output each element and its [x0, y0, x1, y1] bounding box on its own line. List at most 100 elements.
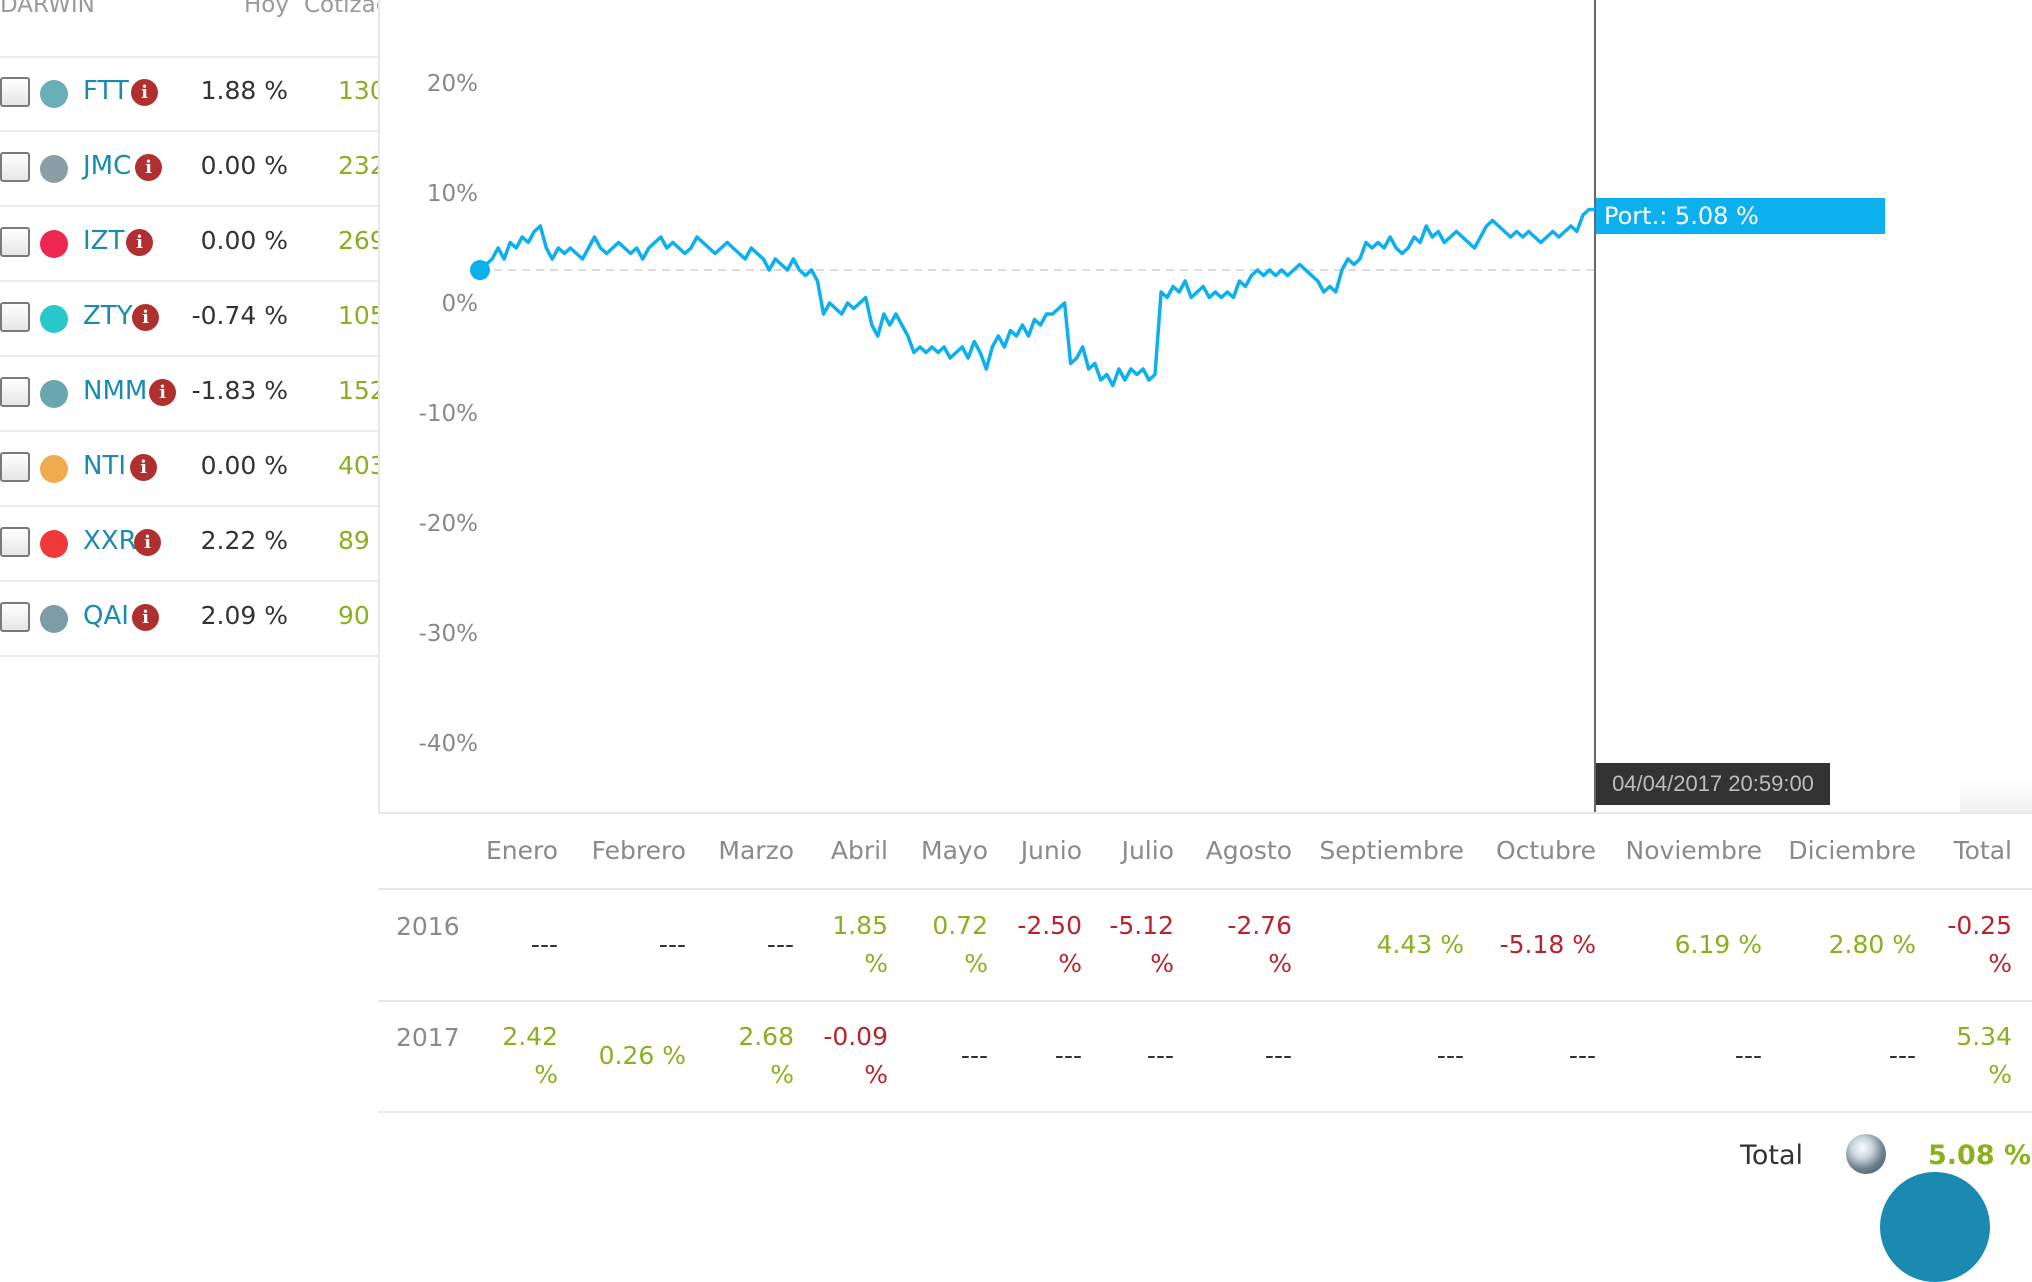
- y-axis-label: -30%: [419, 621, 478, 647]
- cell-value: 1.85: [832, 911, 888, 940]
- darwin-ticker-link[interactable]: FTT: [83, 76, 129, 106]
- cell-value: 5.34: [1956, 1022, 2012, 1051]
- darwin-ticker-link[interactable]: QAI: [83, 601, 129, 631]
- select-checkbox[interactable]: [0, 152, 30, 182]
- darwin-row-jmc[interactable]: JMC i 0.00 % 232: [0, 131, 378, 207]
- panel-divider: [378, 0, 380, 1194]
- month-cell: ---: [531, 926, 558, 964]
- darwin-ticker-link[interactable]: NTI: [83, 451, 126, 481]
- portfolio-avatar-icon: [1846, 1134, 1886, 1174]
- month-cell: ---: [659, 926, 686, 964]
- info-icon[interactable]: i: [126, 229, 153, 256]
- darwin-ticker-link[interactable]: ZTY: [83, 301, 133, 331]
- select-checkbox[interactable]: [0, 377, 30, 407]
- select-checkbox[interactable]: [0, 527, 30, 557]
- cell-unit: %: [1150, 949, 1174, 978]
- column-header-hoy[interactable]: Hoy: [244, 0, 289, 18]
- month-cell: ---: [1735, 1037, 1762, 1075]
- quote-value: 90: [338, 601, 370, 630]
- quote-value: 105: [338, 301, 378, 330]
- darwin-ticker-link[interactable]: JMC: [83, 151, 132, 181]
- info-icon[interactable]: i: [132, 304, 159, 331]
- month-cell: -0.09%: [823, 1018, 888, 1094]
- total-label: Total: [1740, 1140, 1804, 1171]
- month-header-enero: Enero: [485, 836, 558, 865]
- cell-value: ---: [1436, 1041, 1464, 1070]
- cell-unit: %: [1988, 949, 2012, 978]
- monthly-returns-table: Enero Febrero Marzo Abril Mayo Junio Julio Agos…: [378, 812, 2032, 1196]
- portfolio-series-line: [478, 207, 1595, 388]
- month-header-noviembre: Noviembre: [1625, 836, 1762, 865]
- cell-unit: %: [770, 1060, 794, 1089]
- month-cell: 2.42%: [502, 1018, 558, 1094]
- month-cell: -0.25%: [1947, 907, 2012, 983]
- month-cell: ---: [767, 926, 794, 964]
- info-icon[interactable]: i: [130, 454, 157, 481]
- floating-action-button[interactable]: [1880, 1172, 1990, 1282]
- month-cell: 1.85%: [832, 907, 888, 983]
- y-axis-label: 0%: [442, 291, 479, 317]
- chart-canvas[interactable]: 20% 10% 0% -10% -20% -30% -40%: [380, 0, 2032, 812]
- cell-value: 2.80 %: [1828, 930, 1916, 959]
- select-checkbox[interactable]: [0, 227, 30, 257]
- info-icon[interactable]: i: [134, 529, 161, 556]
- month-header-febrero: Febrero: [591, 836, 686, 865]
- month-header-julio: Julio: [1121, 836, 1174, 865]
- y-axis-label: 20%: [427, 71, 478, 97]
- today-change: 2.22 %: [200, 526, 288, 555]
- info-icon[interactable]: i: [135, 154, 162, 181]
- info-icon[interactable]: i: [149, 379, 176, 406]
- color-dot: [40, 380, 68, 408]
- color-dot: [40, 530, 68, 558]
- portfolio-chart[interactable]: 20% 10% 0% -10% -20% -30% -40%: [380, 0, 2032, 812]
- darwin-row-ftt[interactable]: FTT i 1.88 % 130: [0, 56, 378, 132]
- portfolio-tooltip: Port.: 5.08 %: [1596, 198, 1885, 234]
- color-dot: [40, 80, 68, 108]
- quote-value: 403: [338, 451, 378, 480]
- month-cell: 4.43 %: [1377, 926, 1464, 964]
- month-cell: 2.80 %: [1829, 926, 1916, 964]
- darwin-list-header: DARWIN Hoy Cotizac: [0, 0, 378, 58]
- month-cell: -5.18 %: [1500, 926, 1596, 964]
- darwin-row-xxr[interactable]: XXR i 2.22 % 89: [0, 506, 378, 582]
- month-header-total: Total: [1953, 836, 2012, 865]
- today-change: 2.09 %: [200, 601, 288, 630]
- darwin-row-nmm[interactable]: NMM i -1.83 % 152: [0, 356, 378, 432]
- darwin-row-izt[interactable]: IZT i 0.00 % 269: [0, 206, 378, 282]
- today-change: 0.00 %: [200, 226, 288, 255]
- darwin-row-qai[interactable]: QAI i 2.09 % 90: [0, 581, 378, 657]
- select-checkbox[interactable]: [0, 77, 30, 107]
- select-checkbox[interactable]: [0, 302, 30, 332]
- y-axis-label: -20%: [419, 511, 478, 537]
- cell-value: 6.19 %: [1674, 930, 1762, 959]
- darwin-ticker-link[interactable]: IZT: [83, 226, 125, 256]
- month-cell: ---: [961, 1037, 988, 1075]
- month-cell: -2.76%: [1227, 907, 1292, 983]
- chart-corner-shade: [1960, 780, 2032, 812]
- cell-value: ---: [766, 930, 794, 959]
- darwin-row-zty[interactable]: ZTY i -0.74 % 105: [0, 281, 378, 357]
- column-header-cotizacion[interactable]: Cotizac: [304, 0, 378, 18]
- quote-value: 89: [338, 526, 370, 555]
- color-dot: [40, 455, 68, 483]
- month-cell: 2.68%: [738, 1018, 794, 1094]
- month-header-agosto: Agosto: [1205, 836, 1292, 865]
- color-dot: [40, 605, 68, 633]
- cell-value: ---: [658, 930, 686, 959]
- column-header-darwin[interactable]: DARWIN: [0, 0, 95, 18]
- cell-value: 0.26 %: [598, 1041, 686, 1070]
- month-header-marzo: Marzo: [718, 836, 794, 865]
- darwin-ticker-link[interactable]: NMM: [83, 376, 148, 406]
- cell-value: ---: [1146, 1041, 1174, 1070]
- info-icon[interactable]: i: [131, 79, 158, 106]
- darwin-ticker-link[interactable]: XXR: [83, 526, 137, 556]
- select-checkbox[interactable]: [0, 602, 30, 632]
- darwin-row-nti[interactable]: NTI i 0.00 % 403: [0, 431, 378, 507]
- cell-value: ---: [1568, 1041, 1596, 1070]
- table-header-row: Enero Febrero Marzo Abril Mayo Junio Julio Agos…: [378, 814, 2032, 890]
- today-change: 1.88 %: [200, 76, 288, 105]
- today-change: 0.00 %: [200, 151, 288, 180]
- select-checkbox[interactable]: [0, 452, 30, 482]
- crosshair-date-label: 04/04/2017 20:59:00: [1596, 763, 1830, 805]
- info-icon[interactable]: i: [132, 604, 159, 631]
